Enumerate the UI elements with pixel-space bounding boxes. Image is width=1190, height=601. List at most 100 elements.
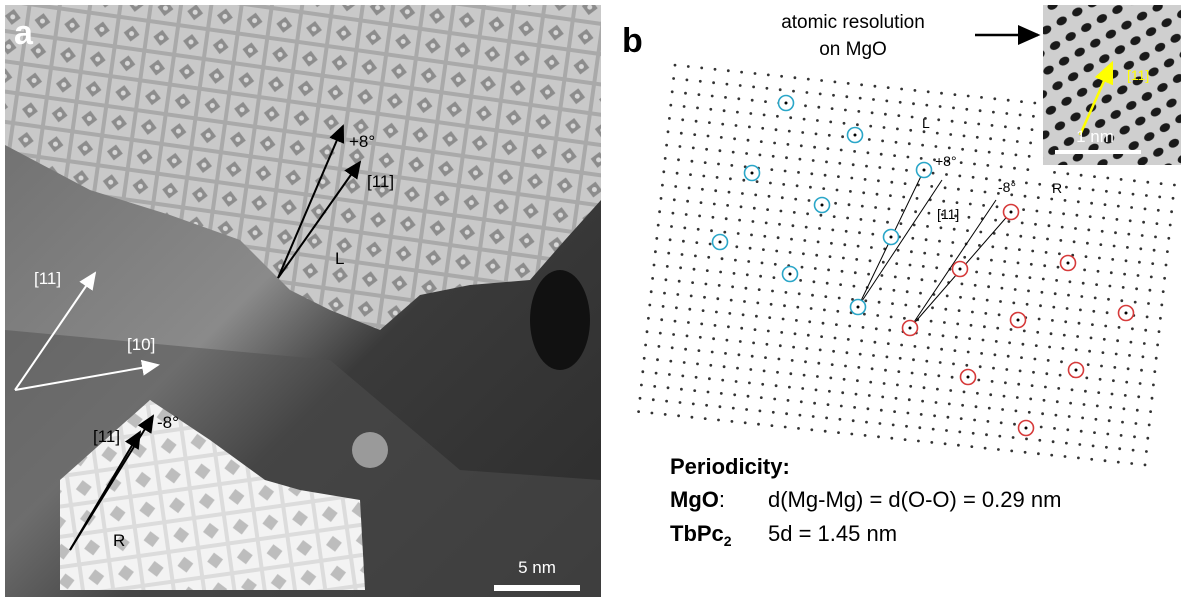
- lattice-dot: [1050, 332, 1053, 335]
- lattice-dot: [719, 149, 722, 152]
- lattice-dot: [868, 394, 871, 397]
- lattice-dot: [672, 77, 675, 80]
- lattice-dot: [1008, 220, 1011, 223]
- lattice-dot: [1106, 177, 1109, 180]
- lattice-dot: [990, 259, 993, 262]
- lattice-dot: [815, 389, 818, 392]
- lattice-dot: [934, 280, 937, 283]
- lattice-dot: [1117, 205, 1120, 208]
- lattice-dot: [1149, 410, 1152, 413]
- lattice-dot: [868, 138, 871, 141]
- lattice-dot: [710, 229, 713, 232]
- lattice-dot: [707, 256, 710, 259]
- lattice-dot: [909, 129, 912, 132]
- lattice-dot: [910, 250, 913, 253]
- lattice-dot: [888, 329, 891, 332]
- lattice-dot: [993, 97, 996, 100]
- lattice-dot: [1007, 99, 1010, 102]
- lattice-dot: [726, 83, 729, 86]
- lattice-dot: [653, 385, 656, 388]
- lattice-dot: [761, 262, 764, 265]
- lattice-dot: [971, 311, 974, 314]
- lattice-dot: [905, 425, 908, 428]
- lattice-dot: [1059, 239, 1062, 242]
- lattice-dot: [737, 97, 740, 100]
- lattice-dot: [921, 144, 924, 147]
- lattice-dot: [1166, 250, 1169, 253]
- lattice-dot: [834, 202, 837, 205]
- lattice-dot: [1021, 222, 1024, 225]
- lattice-dot: [672, 333, 675, 336]
- lattice-dot: [1016, 396, 1019, 399]
- lattice-dot: [896, 384, 899, 387]
- lattice-dot: [1130, 462, 1133, 465]
- lattice-dot: [831, 363, 834, 366]
- lattice-dot: [1112, 379, 1115, 382]
- lattice-dot: [848, 325, 851, 328]
- lattice-dot: [707, 135, 710, 138]
- lattice-dot: [1078, 187, 1081, 190]
- lattice-dot: [961, 404, 964, 407]
- lattice-dot: [752, 220, 755, 223]
- lattice-dot: [751, 355, 754, 358]
- lattice-dot: [853, 285, 856, 288]
- lattice-dot: [942, 200, 945, 203]
- lattice-dot: [935, 401, 938, 404]
- lattice-dot: [832, 350, 835, 353]
- lattice-dot: [970, 324, 973, 327]
- lattice-dot: [1129, 219, 1132, 222]
- lattice-dot: [1101, 230, 1104, 233]
- lattice-dot: [1133, 435, 1136, 438]
- lattice-dot: [978, 244, 981, 247]
- lattice-dot: [992, 367, 995, 370]
- lattice-dot: [700, 323, 703, 326]
- lattice-dot: [879, 288, 882, 291]
- lattice-dot: [954, 93, 957, 96]
- lattice-dot: [1043, 264, 1046, 267]
- lattice-dot: [721, 257, 724, 260]
- lattice-dot: [779, 88, 782, 91]
- lattice-dot: [856, 379, 859, 382]
- lattice-dot: [770, 303, 773, 306]
- lattice-dot: [769, 182, 772, 185]
- lattice-dot: [982, 339, 985, 342]
- lattice-dot: [737, 232, 740, 235]
- lattice-dot: [729, 177, 732, 180]
- lattice-dot: [1048, 224, 1051, 227]
- lattice-dot: [1037, 452, 1040, 455]
- lattice-dot: [930, 185, 933, 188]
- lattice-dot: [1015, 154, 1018, 157]
- lattice-dot: [742, 179, 745, 182]
- lattice-dot: [975, 271, 978, 274]
- lattice-dot: [1001, 287, 1004, 290]
- lattice-dot: [816, 119, 819, 122]
- lattice-dot: [804, 360, 807, 363]
- lattice-dot: [930, 441, 933, 444]
- lattice-dot: [897, 114, 900, 117]
- lattice-dot: [1032, 115, 1035, 118]
- lattice-dot: [704, 161, 707, 164]
- lattice-dot: [799, 414, 802, 417]
- lattice-dot: [805, 226, 808, 229]
- lattice-dot: [776, 371, 779, 374]
- lattice-dot: [1153, 249, 1156, 252]
- annotation: -8°: [157, 413, 179, 432]
- lattice-dot: [1083, 269, 1086, 272]
- annotation: L: [335, 249, 344, 268]
- lattice-dot: [1116, 218, 1119, 221]
- lattice-dot: [762, 248, 765, 251]
- lattice-dot: [891, 302, 894, 305]
- lattice-dot: [907, 412, 910, 415]
- site-dot: [1025, 427, 1028, 430]
- lattice-dot: [825, 417, 828, 420]
- lattice-dot: [1001, 152, 1004, 155]
- lattice-dot: [924, 373, 927, 376]
- lattice-dot: [824, 430, 827, 433]
- lattice-dot: [1105, 190, 1108, 193]
- lattice-dot: [1167, 237, 1170, 240]
- lattice-dot: [735, 124, 738, 127]
- lattice-dot: [1147, 302, 1150, 305]
- lattice-dot: [987, 420, 990, 423]
- lattice-dot: [759, 275, 762, 278]
- site-dot: [1067, 262, 1070, 265]
